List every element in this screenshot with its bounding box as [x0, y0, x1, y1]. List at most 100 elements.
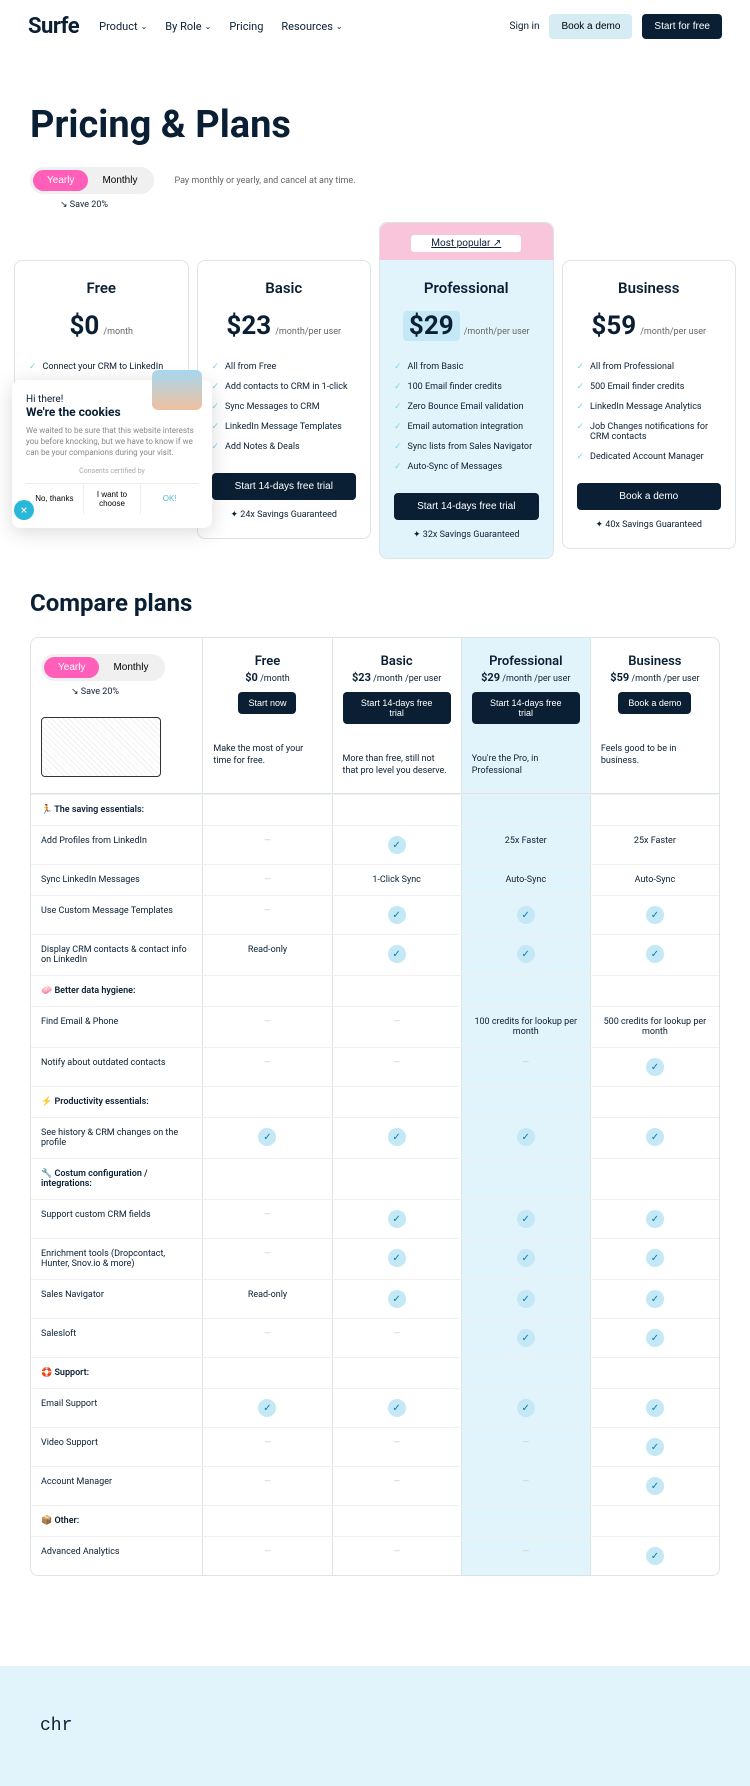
feature-text: Add contacts to CRM in 1-click: [225, 382, 347, 392]
dash-icon: —: [264, 1438, 271, 1448]
plan-cta-button[interactable]: Start 14-days free trial: [212, 473, 357, 500]
cmp-plan-name: Free: [213, 654, 321, 669]
feature-text: All from Professional: [590, 362, 674, 372]
cmp-value: 100 credits for lookup per month: [474, 1017, 577, 1037]
dash-icon: —: [264, 1477, 271, 1487]
cmp-plan-price: $59 /month /per user: [601, 671, 709, 684]
cmp-row: Enrichment tools (Dropcontact, Hunter, S…: [31, 1238, 719, 1279]
cmp-empty: [462, 795, 591, 825]
feature-text: Sync Messages to CRM: [225, 402, 320, 412]
cmp-cell: ✓: [462, 1319, 591, 1357]
feature-text: LinkedIn Message Analytics: [590, 402, 702, 412]
cmp-row-label: See history & CRM changes on the profile: [31, 1118, 203, 1158]
cmp-cell: Auto-Sync: [462, 865, 591, 895]
book-demo-button[interactable]: Book a demo: [549, 14, 632, 39]
cmp-cta-button[interactable]: Start 14-days free trial: [343, 692, 451, 724]
feature-text: Add Notes & Deals: [225, 442, 300, 452]
cmp-cell: ✓: [591, 896, 719, 934]
chevron-down-icon: ⌄: [205, 22, 212, 31]
nav-product[interactable]: Product⌄: [99, 20, 147, 33]
cmp-row: Advanced Analytics———✓: [31, 1536, 719, 1575]
plan-features: ✓All from Free✓Add contacts to CRM in 1-…: [212, 357, 357, 457]
cmp-cell: 500 credits for lookup per month: [591, 1007, 719, 1047]
cmp-empty: [203, 976, 332, 1006]
cmp-cell: Auto-Sync: [591, 865, 719, 895]
check-icon: ✓: [212, 402, 220, 412]
cmp-cta-button[interactable]: Book a demo: [618, 692, 691, 714]
cmp-cell: ✓: [591, 935, 719, 975]
cmp-empty: [591, 795, 719, 825]
cmp-col-professional: Professional$29 /month /per userStart 14…: [462, 638, 591, 793]
cmp-monthly[interactable]: Monthly: [99, 657, 162, 678]
cmp-section-title: 🔧 Costum configuration / integrations:: [31, 1159, 203, 1199]
check-icon: ✓: [646, 1058, 664, 1076]
check-icon: ✓: [577, 422, 585, 442]
feature-text: Connect your CRM to LinkedIn: [43, 362, 164, 372]
cmp-plan-price: $23 /month /per user: [343, 671, 451, 684]
cmp-plan-price: $29 /month /per user: [472, 671, 580, 684]
nav-byrole[interactable]: By Role⌄: [165, 20, 211, 33]
cmp-cell: ✓: [591, 1239, 719, 1279]
check-icon: ✓: [646, 1399, 664, 1417]
check-icon: ✓: [388, 1128, 406, 1146]
dash-icon: —: [264, 1547, 271, 1557]
cmp-cell: ✓: [462, 1118, 591, 1158]
close-icon[interactable]: ×: [14, 500, 34, 520]
cmp-row: Notify about outdated contacts———✓: [31, 1047, 719, 1086]
plan-price: $29: [403, 311, 460, 341]
cmp-plan-price: $0 /month: [213, 671, 321, 684]
cmp-cell: ✓: [333, 826, 462, 864]
cmp-cell: ✓: [462, 1389, 591, 1427]
billing-toggle: Yearly Monthly: [30, 167, 154, 194]
feature-text: Email automation integration: [408, 422, 524, 432]
plan-savings: ✦ 40x Savings Guaranteed: [577, 520, 722, 530]
cmp-cta-button[interactable]: Start now: [238, 692, 296, 714]
cookies-ok-button[interactable]: OK!: [141, 484, 198, 514]
plan-savings: ✦ 24x Savings Guaranteed: [212, 510, 357, 520]
nav-right: Sign in Book a demo Start for free: [510, 14, 722, 39]
nav-resources[interactable]: Resources⌄: [281, 20, 342, 33]
cmp-cell: —: [203, 896, 332, 934]
signin-link[interactable]: Sign in: [510, 21, 540, 32]
check-icon: ✓: [646, 1547, 664, 1565]
check-icon: ✓: [394, 382, 402, 392]
nav-pricing[interactable]: Pricing: [229, 20, 263, 33]
cmp-row: Find Email & Phone——100 credits for look…: [31, 1006, 719, 1047]
cmp-plan-name: Basic: [343, 654, 451, 669]
nav-links: Product⌄ By Role⌄ Pricing Resources⌄: [99, 20, 343, 33]
check-icon: ✓: [577, 402, 585, 412]
cmp-yearly[interactable]: Yearly: [44, 657, 99, 678]
cmp-cell: —: [203, 1537, 332, 1575]
cmp-cell: ✓: [462, 1239, 591, 1279]
check-icon: ✓: [646, 1329, 664, 1347]
cmp-empty: [333, 976, 462, 1006]
compare-header: Yearly Monthly ↘ Save 20% Free$0 /monthS…: [31, 638, 719, 794]
yearly-toggle[interactable]: Yearly: [33, 170, 88, 191]
cmp-row-label: Salesloft: [31, 1319, 203, 1357]
check-icon: ✓: [517, 1290, 535, 1308]
cmp-cta-button[interactable]: Start 14-days free trial: [472, 692, 580, 724]
cmp-empty: [591, 1159, 719, 1199]
logo[interactable]: Surfe: [28, 14, 79, 39]
start-free-button[interactable]: Start for free: [642, 14, 722, 39]
cmp-cell: 100 credits for lookup per month: [462, 1007, 591, 1047]
dash-icon: —: [393, 1058, 400, 1068]
cmp-row-label: Display CRM contacts & contact info on L…: [31, 935, 203, 975]
plan-cta-button[interactable]: Book a demo: [577, 483, 722, 510]
feature-text: Auto-Sync of Messages: [408, 462, 503, 472]
plan-features: ✓All from Basic✓100 Email finder credits…: [394, 357, 539, 477]
monthly-toggle[interactable]: Monthly: [88, 170, 151, 191]
feature-text: All from Basic: [408, 362, 464, 372]
plan-price: $23: [226, 311, 271, 341]
cmp-row-label: Notify about outdated contacts: [31, 1048, 203, 1086]
cookies-no-button[interactable]: No, thanks: [26, 484, 84, 514]
plan-cta-button[interactable]: Start 14-days free trial: [394, 493, 539, 520]
check-icon: ✓: [646, 906, 664, 924]
cookies-choose-button[interactable]: I want to choose: [84, 484, 142, 514]
check-icon: ✓: [212, 382, 220, 392]
cookies-popup: Hi there! We're the cookies We waited to…: [12, 380, 212, 528]
check-icon: ✓: [517, 1128, 535, 1146]
cmp-row: Sales NavigatorRead-only✓✓✓: [31, 1279, 719, 1318]
dash-icon: —: [522, 1547, 529, 1557]
cmp-cell: ✓: [203, 1389, 332, 1427]
